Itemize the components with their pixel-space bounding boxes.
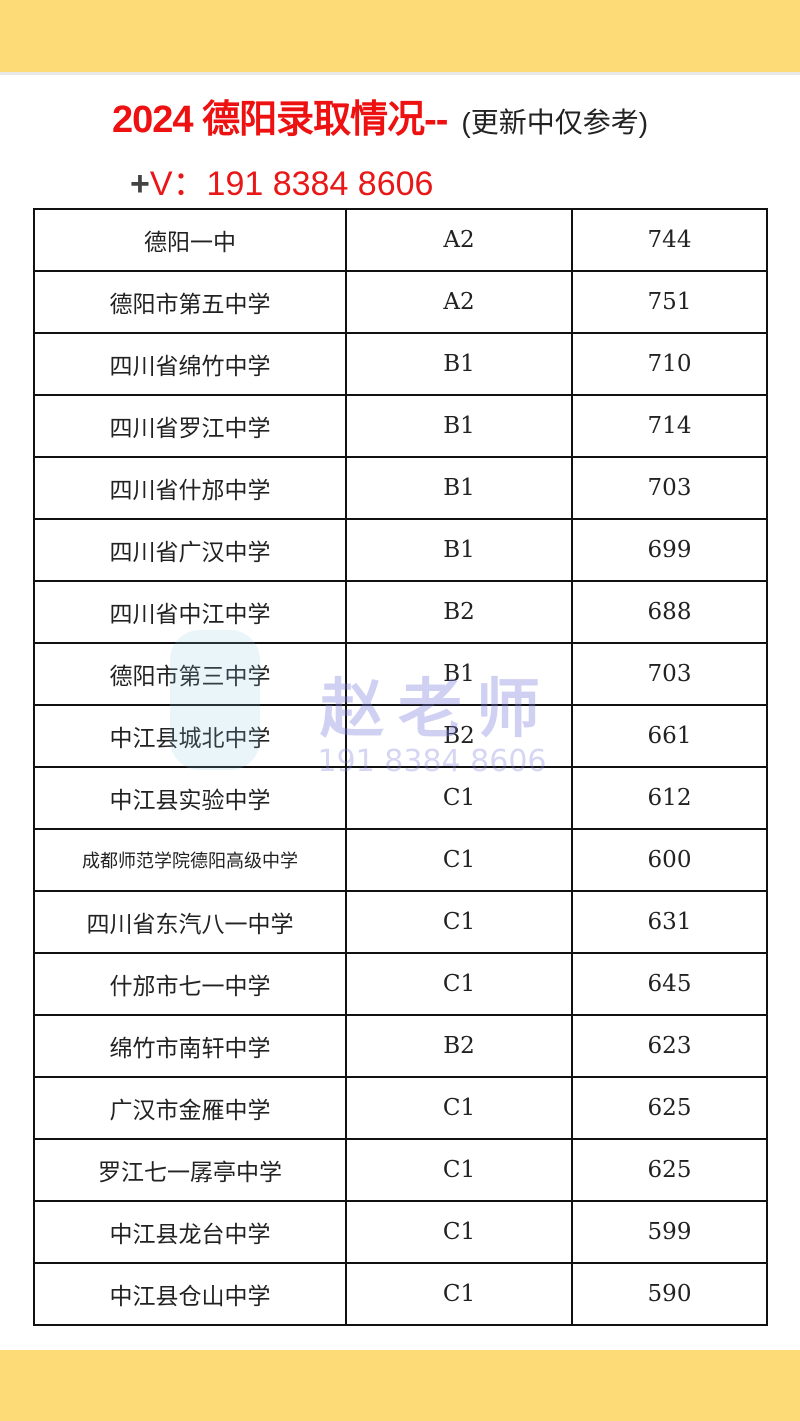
score-cell: 590 bbox=[571, 1262, 768, 1326]
school-cell: 成都师范学院德阳高级中学 bbox=[33, 828, 347, 892]
score-cell: 599 bbox=[571, 1200, 768, 1264]
score-cell: 714 bbox=[571, 394, 768, 458]
table-row: 什邡市七一中学 C1 645 bbox=[33, 952, 768, 1016]
grade-cell: C1 bbox=[345, 952, 573, 1016]
score-cell: 625 bbox=[571, 1076, 768, 1140]
grade-cell: C1 bbox=[345, 1262, 573, 1326]
table-row: 广汉市金雁中学 C1 625 bbox=[33, 1076, 768, 1140]
score-cell: 703 bbox=[571, 642, 768, 706]
school-cell: 德阳市第三中学 bbox=[33, 642, 347, 706]
table-row: 德阳市第五中学 A2 751 bbox=[33, 270, 768, 334]
score-cell: 645 bbox=[571, 952, 768, 1016]
table-row: 德阳市第三中学 B1 703 bbox=[33, 642, 768, 706]
school-cell: 中江县龙台中学 bbox=[33, 1200, 347, 1264]
school-cell: 四川省中江中学 bbox=[33, 580, 347, 644]
grade-cell: A2 bbox=[345, 270, 573, 334]
school-cell: 中江县城北中学 bbox=[33, 704, 347, 768]
grade-cell: B2 bbox=[345, 580, 573, 644]
table-row: 四川省罗江中学 B1 714 bbox=[33, 394, 768, 458]
school-cell: 四川省广汉中学 bbox=[33, 518, 347, 582]
school-cell: 四川省东汽八一中学 bbox=[33, 890, 347, 954]
watermark-logo bbox=[170, 630, 260, 770]
school-cell: 什邡市七一中学 bbox=[33, 952, 347, 1016]
table-row: 中江县城北中学 B2 661 bbox=[33, 704, 768, 768]
plus-icon: + bbox=[130, 165, 150, 203]
score-cell: 744 bbox=[571, 208, 768, 272]
score-cell: 600 bbox=[571, 828, 768, 892]
grade-cell: B1 bbox=[345, 332, 573, 396]
grade-cell: B2 bbox=[345, 1014, 573, 1078]
title-main: 2024 德阳录取情况-- bbox=[112, 99, 448, 141]
school-cell: 中江县仓山中学 bbox=[33, 1262, 347, 1326]
score-cell: 710 bbox=[571, 332, 768, 396]
contact-line: +V：191 8384 8606 bbox=[130, 156, 433, 205]
grade-cell: B1 bbox=[345, 394, 573, 458]
grade-cell: C1 bbox=[345, 1200, 573, 1264]
table-row: 四川省什邡中学 B1 703 bbox=[33, 456, 768, 520]
score-cell: 612 bbox=[571, 766, 768, 830]
grade-cell: C1 bbox=[345, 1138, 573, 1202]
table-row: 四川省绵竹中学 B1 710 bbox=[33, 332, 768, 396]
grade-cell: B2 bbox=[345, 704, 573, 768]
school-cell: 中江县实验中学 bbox=[33, 766, 347, 830]
contact-text: V：191 8384 8606 bbox=[149, 165, 434, 203]
school-cell: 罗江七一孱亭中学 bbox=[33, 1138, 347, 1202]
score-cell: 688 bbox=[571, 580, 768, 644]
table-row: 中江县实验中学 C1 612 bbox=[33, 766, 768, 830]
grade-cell: B1 bbox=[345, 642, 573, 706]
top-banner bbox=[0, 0, 800, 75]
table-row: 四川省中江中学 B2 688 bbox=[33, 580, 768, 644]
table-row: 绵竹市南轩中学 B2 623 bbox=[33, 1014, 768, 1078]
grade-cell: C1 bbox=[345, 828, 573, 892]
score-cell: 699 bbox=[571, 518, 768, 582]
school-cell: 四川省绵竹中学 bbox=[33, 332, 347, 396]
score-cell: 623 bbox=[571, 1014, 768, 1078]
page-title: 2024 德阳录取情况-- (更新中仅参考) bbox=[112, 88, 648, 143]
grade-cell: B1 bbox=[345, 518, 573, 582]
table-row: 四川省广汉中学 B1 699 bbox=[33, 518, 768, 582]
school-cell: 广汉市金雁中学 bbox=[33, 1076, 347, 1140]
grade-cell: C1 bbox=[345, 1076, 573, 1140]
grade-cell: C1 bbox=[345, 766, 573, 830]
score-cell: 625 bbox=[571, 1138, 768, 1202]
bottom-banner bbox=[0, 1350, 800, 1421]
table-row: 成都师范学院德阳高级中学 C1 600 bbox=[33, 828, 768, 892]
grade-cell: C1 bbox=[345, 890, 573, 954]
grade-cell: B1 bbox=[345, 456, 573, 520]
school-cell: 德阳一中 bbox=[33, 208, 347, 272]
school-cell: 绵竹市南轩中学 bbox=[33, 1014, 347, 1078]
table-row: 中江县龙台中学 C1 599 bbox=[33, 1200, 768, 1264]
score-cell: 661 bbox=[571, 704, 768, 768]
school-cell: 德阳市第五中学 bbox=[33, 270, 347, 334]
score-cell: 703 bbox=[571, 456, 768, 520]
table-row: 罗江七一孱亭中学 C1 625 bbox=[33, 1138, 768, 1202]
score-cell: 751 bbox=[571, 270, 768, 334]
table-row: 中江县仓山中学 C1 590 bbox=[33, 1262, 768, 1326]
grade-cell: A2 bbox=[345, 208, 573, 272]
table-row: 德阳一中 A2 744 bbox=[33, 208, 768, 272]
score-cell: 631 bbox=[571, 890, 768, 954]
school-cell: 四川省罗江中学 bbox=[33, 394, 347, 458]
admission-table: 德阳一中 A2 744 德阳市第五中学 A2 751 四川省绵竹中学 B1 710 四川省罗江中学… bbox=[33, 208, 768, 1326]
title-note: (更新中仅参考) bbox=[461, 107, 649, 138]
school-cell: 四川省什邡中学 bbox=[33, 456, 347, 520]
table-row: 四川省东汽八一中学 C1 631 bbox=[33, 890, 768, 954]
